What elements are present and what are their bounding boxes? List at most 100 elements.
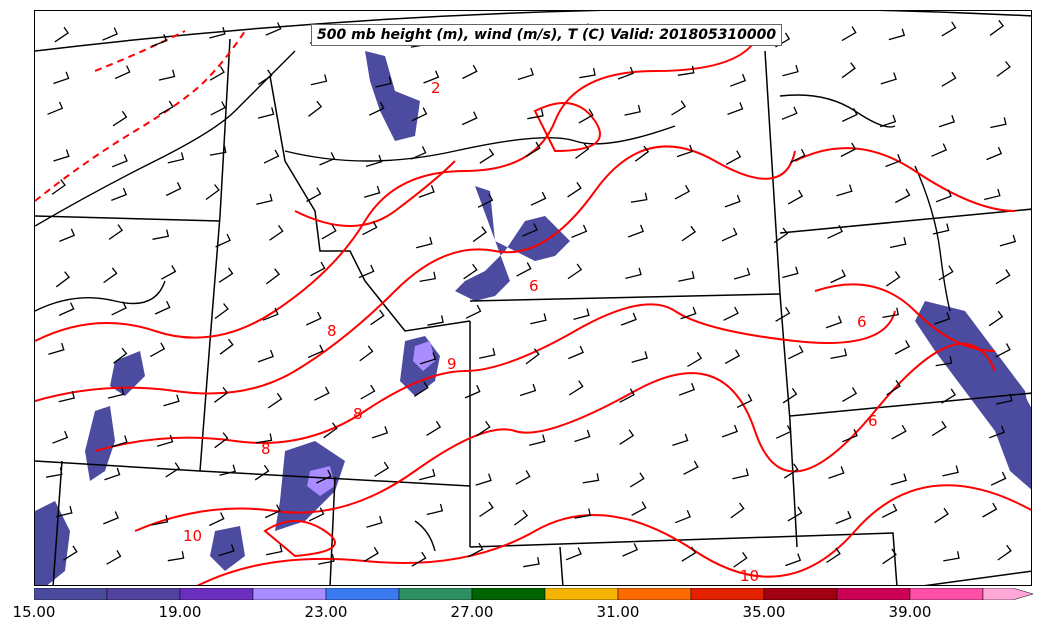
wind-barb <box>729 73 747 87</box>
wind-barb <box>782 388 798 404</box>
wind-barb <box>149 342 166 358</box>
wind-barb <box>262 307 279 321</box>
wind-barb <box>943 551 960 562</box>
wind-barb <box>423 70 440 84</box>
wind-barb <box>619 388 635 403</box>
wind-barb <box>889 237 907 249</box>
wind-barbs <box>45 19 1017 568</box>
wind-barb <box>48 342 65 355</box>
wind-barb <box>733 267 751 280</box>
wind-barb <box>931 420 947 437</box>
wind-barb <box>527 108 544 120</box>
wind-barb <box>620 312 637 326</box>
wind-barb <box>938 114 956 128</box>
wind-barb <box>359 345 374 362</box>
wind-barb <box>982 502 998 518</box>
wind-barb <box>306 187 322 203</box>
wind-barb <box>111 154 128 168</box>
wind-barb <box>308 507 325 522</box>
wind-barb <box>51 179 66 195</box>
wind-barb <box>411 107 428 122</box>
wind-barb <box>209 27 226 39</box>
contour-label: 6 <box>857 313 867 331</box>
wind-barb <box>151 33 168 47</box>
wind-barb <box>882 307 899 319</box>
map-title: 500 mb height (m), wind (m/s), T (C) Val… <box>311 24 783 46</box>
wind-barb <box>629 472 645 488</box>
wind-barb <box>783 463 799 479</box>
wind-barb <box>830 348 847 360</box>
wind-barb <box>54 26 70 43</box>
wind-barb <box>890 473 907 486</box>
wind-barb <box>788 345 804 360</box>
wind-barb <box>515 470 531 485</box>
wind-barb <box>477 193 494 208</box>
wind-barb <box>530 313 547 325</box>
wind-barb <box>782 64 799 77</box>
wind-barb <box>790 148 806 163</box>
wind-barb <box>881 503 898 518</box>
wind-barb <box>680 306 697 320</box>
wind-barb <box>736 393 753 408</box>
wind-barb <box>419 352 437 365</box>
wind-barb <box>941 388 957 404</box>
wind-barb <box>880 72 897 85</box>
wind-barb <box>154 300 171 315</box>
wind-barb <box>358 264 375 279</box>
wind-barb <box>785 553 802 567</box>
wind-barb <box>579 67 596 79</box>
wind-barb <box>269 225 284 241</box>
wind-barb <box>879 114 897 128</box>
wind-barb <box>314 386 330 401</box>
wind-barb <box>219 464 236 476</box>
colorbar-segment <box>982 588 1034 600</box>
wind-barb <box>53 71 70 85</box>
wind-barb <box>827 225 843 239</box>
wind-barb <box>984 188 1001 201</box>
wind-barb <box>732 468 749 480</box>
colorbar-tick-label: 15.00 <box>12 603 56 621</box>
wind-barb <box>513 509 529 526</box>
map-panel: 2 6 8 8 9 6 6 8 10 10 500 mb height (m),… <box>34 10 1032 586</box>
wind-barb <box>103 511 119 525</box>
wind-barb <box>573 308 590 321</box>
wind-barb <box>631 351 648 363</box>
wind-barb <box>828 466 845 479</box>
colorbar-segment <box>471 588 546 600</box>
wind-barb <box>678 382 696 396</box>
wind-barb <box>205 184 220 201</box>
wind-barb <box>104 467 121 481</box>
wind-barb <box>464 384 481 399</box>
wind-barb <box>476 420 491 437</box>
wind-barb <box>158 100 174 116</box>
wind-barb <box>891 424 907 440</box>
wind-barb <box>265 22 282 36</box>
wind-barb <box>306 311 322 326</box>
wind-barb <box>625 267 642 280</box>
wind-barb <box>414 381 429 397</box>
wind-barb <box>882 548 897 565</box>
wind-barb <box>215 233 231 248</box>
wind-barb <box>885 271 901 287</box>
wind-barb <box>988 310 1004 327</box>
wind-barb <box>108 224 124 240</box>
wind-barb <box>567 182 582 198</box>
wind-barb <box>530 191 547 206</box>
wind-barb <box>886 380 901 396</box>
contour-label: 8 <box>353 405 363 423</box>
wind-barb <box>462 64 478 80</box>
wind-barb <box>310 261 326 277</box>
wind-barb <box>102 27 118 41</box>
wind-barb <box>674 510 691 524</box>
wind-barb <box>307 344 324 359</box>
wind-barb <box>935 189 952 203</box>
wind-barb <box>156 434 174 447</box>
wind-barb <box>574 508 591 519</box>
colorbar-segment <box>909 588 984 600</box>
wind-barb <box>835 510 852 525</box>
wind-barb <box>479 148 495 164</box>
wind-barb <box>467 542 484 558</box>
wind-barb <box>152 229 170 240</box>
wind-barb <box>830 269 846 284</box>
wind-barb <box>934 507 949 524</box>
